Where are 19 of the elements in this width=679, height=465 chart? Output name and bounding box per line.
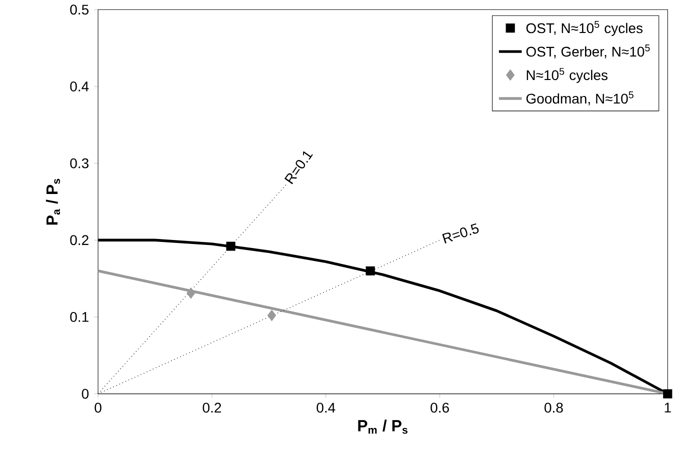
- y-tick-label: 0.2: [70, 235, 88, 246]
- x-tick-label: 1: [664, 403, 671, 413]
- x-tick-label: 0: [94, 402, 102, 413]
- legend-label: Goodman, N≈10$^{5}$: [526, 92, 634, 106]
- annotation: R=0.5: [442, 224, 479, 244]
- x-tick-label: 0.4: [316, 402, 336, 413]
- text: P$_{a}$ / P$_{s}$: [46, 179, 60, 225]
- y-tick-label: 0: [82, 389, 89, 400]
- legend-label: N≈10$^{5}$ cycles: [526, 68, 608, 84]
- legend-label: OST, Gerber, N≈10$^{5}$: [526, 44, 650, 59]
- y-tick-label: 0.5: [70, 4, 89, 15]
- y-tick-label: 0.3: [70, 158, 89, 169]
- x-tick-label: 0.6: [430, 402, 449, 413]
- x-tick-label: 0.8: [544, 402, 563, 413]
- y-tick-label: 0.4: [70, 82, 89, 92]
- x-tick-label: 0.2: [202, 402, 221, 413]
- text: P$_{m}$ / P$_{s}$: [358, 420, 408, 434]
- y-tick-label: 0.1: [70, 312, 88, 322]
- legend-label: OST, N≈10$^{5}$ cycles: [526, 21, 643, 36]
